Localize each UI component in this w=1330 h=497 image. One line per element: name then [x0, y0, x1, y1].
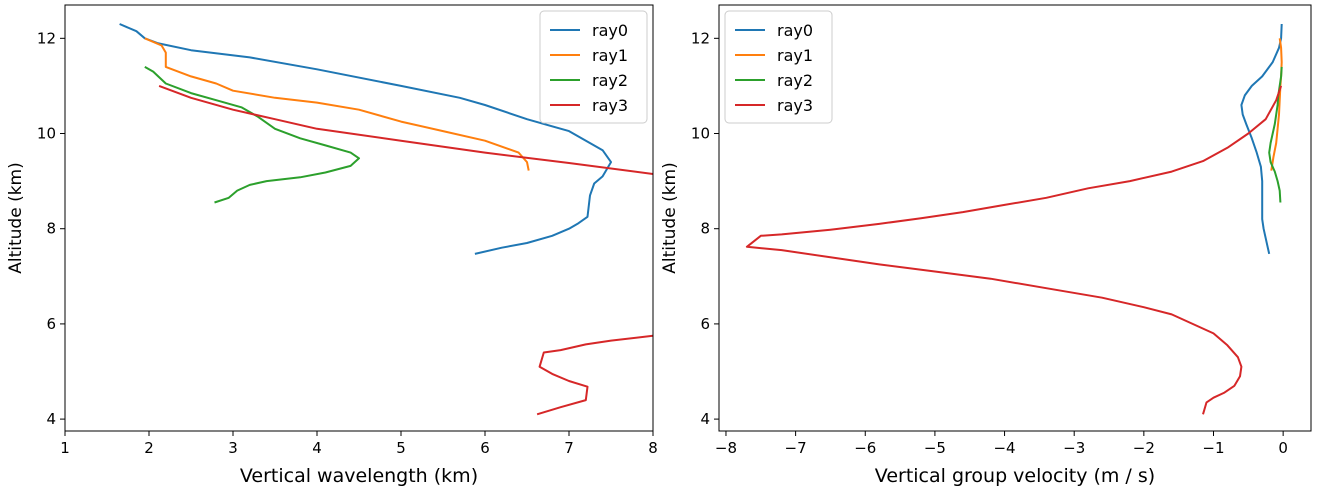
series-lines: [119, 23, 653, 416]
x-tick-label: 8: [648, 439, 658, 457]
y-tick-label: 6: [700, 315, 710, 333]
x-tick-label: 7: [564, 439, 574, 457]
x-tick-label: 2: [144, 439, 154, 457]
x-tick-label: 6: [480, 439, 490, 457]
y-axis-label: Altitude (km): [6, 162, 26, 274]
x-tick-label: 5: [396, 439, 406, 457]
legend-label-ray3: ray3: [777, 96, 813, 115]
series-line-ray2: [144, 66, 360, 204]
legend-label-ray1: ray1: [592, 46, 628, 65]
x-tick-label: −3: [1063, 439, 1085, 457]
x-tick-label: 0: [1278, 439, 1288, 457]
series-line-ray0: [1240, 23, 1283, 255]
y-tick-label: 12: [691, 29, 710, 47]
legend-label-ray1: ray1: [777, 46, 813, 65]
y-tick-label: 4: [46, 410, 56, 428]
x-axis-label: Vertical group velocity (m / s): [875, 465, 1155, 487]
y-tick-label: 6: [46, 315, 56, 333]
y-tick-label: 4: [700, 410, 710, 428]
x-tick-label: −4: [993, 439, 1015, 457]
legend: ray0 ray1 ray2 ray3: [724, 10, 833, 124]
x-tick-label: 1: [60, 439, 70, 457]
legend-label-ray2: ray2: [777, 71, 813, 90]
legend-box: [539, 10, 648, 124]
x-tick-label: −7: [785, 439, 807, 457]
x-tick-label: −1: [1202, 439, 1224, 457]
series-line-ray1: [1270, 38, 1283, 171]
x-tick-label: −6: [854, 439, 876, 457]
y-tick-label: 8: [700, 220, 710, 238]
legend: ray0 ray1 ray2 ray3: [539, 10, 648, 124]
x-tick-label: −2: [1133, 439, 1155, 457]
y-tick-label: 12: [37, 29, 56, 47]
x-tick-label: 3: [228, 439, 238, 457]
x-axis-label: Vertical wavelength (km): [240, 465, 478, 487]
plot-frame: [718, 4, 1312, 432]
y-axis-label: Altitude (km): [660, 162, 680, 274]
y-tick-label: 8: [46, 220, 56, 238]
legend-label-ray3: ray3: [592, 96, 628, 115]
x-tick-label: −5: [924, 439, 946, 457]
legend-box: [724, 10, 833, 124]
x-tick-label: −8: [715, 439, 737, 457]
series-line-ray3b: [536, 334, 653, 416]
x-tick-label: 4: [312, 439, 322, 457]
y-tick-label: 10: [37, 125, 56, 143]
plot-frame: [64, 4, 654, 432]
series-lines: [745, 23, 1283, 415]
legend-label-ray0: ray0: [777, 21, 813, 40]
series-line-ray0: [119, 23, 612, 255]
series-line-ray3: [158, 84, 653, 175]
y-tick-label: 10: [691, 125, 710, 143]
right-panel-group-velocity: −8 −7 −6 −5 −4 −3 −2 −1 0 4 6 8 10 12 Vertical group v…: [660, 4, 1312, 487]
legend-label-ray2: ray2: [592, 71, 628, 90]
legend-label-ray0: ray0: [592, 21, 628, 40]
series-line-ray1: [144, 37, 530, 171]
series-line-ray3: [745, 85, 1283, 415]
